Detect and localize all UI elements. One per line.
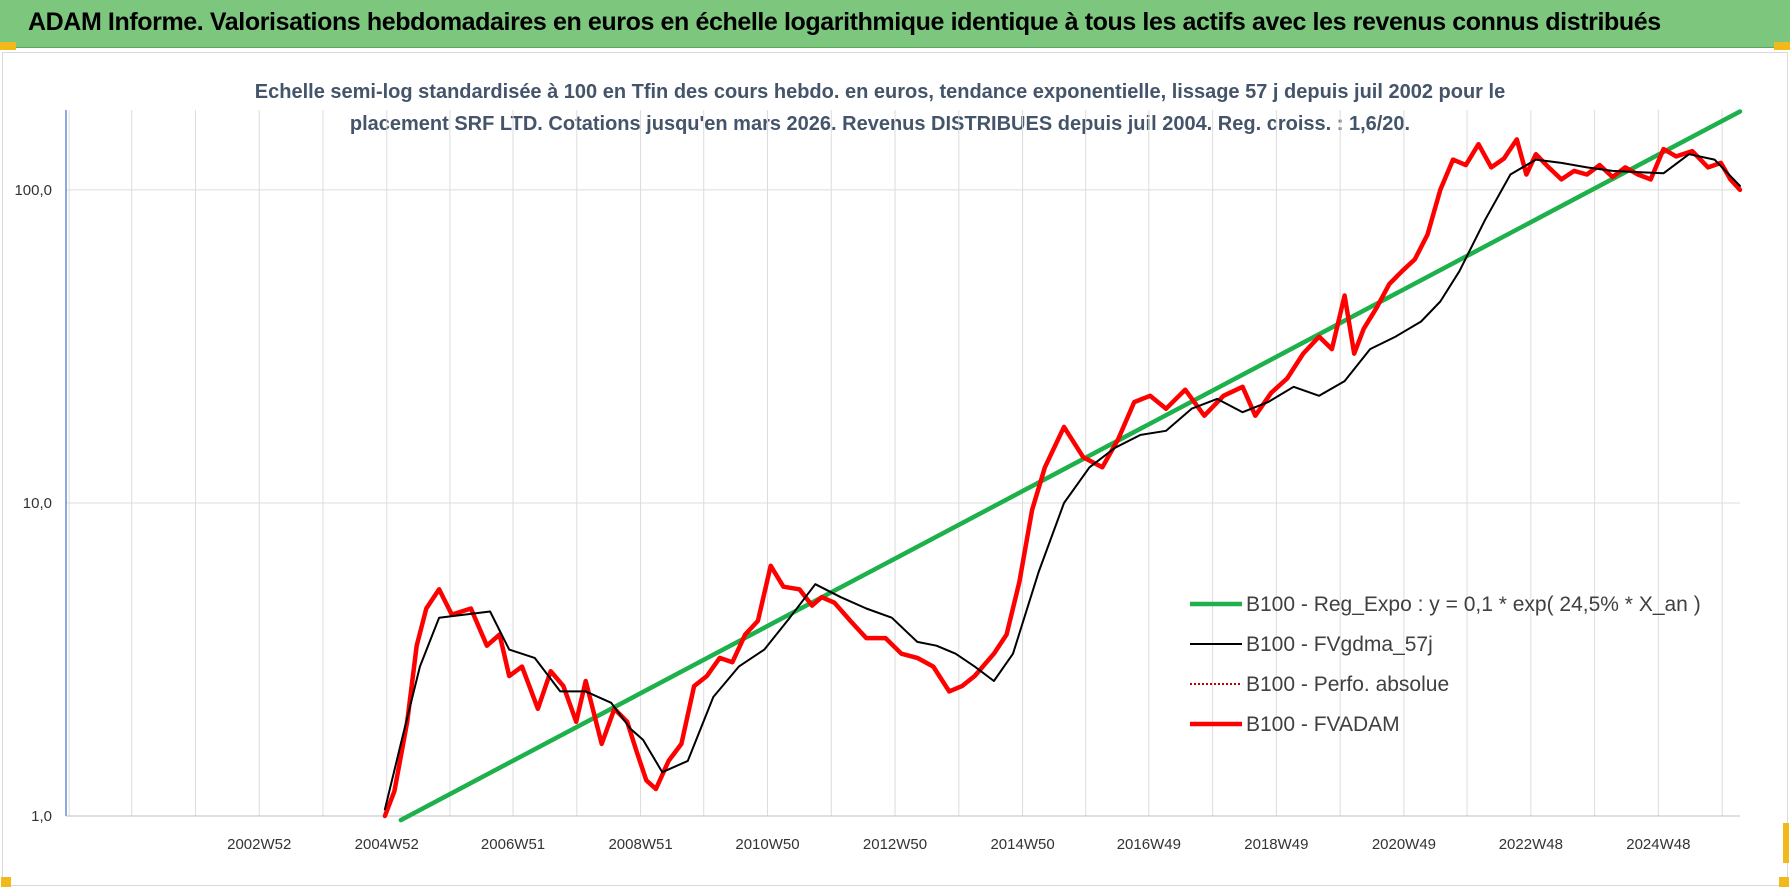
series-line-1 [383,153,1741,811]
x-tick-label: 2024W48 [1626,836,1690,853]
chart-subtitle: Echelle semi-log standardisée à 100 en T… [200,76,1560,140]
series-line-0 [398,109,1743,823]
chart-subtitle-line-2: placement SRF LTD. Cotations jusqu'en ma… [349,113,1411,135]
legend-label-0: B100 - Reg_Expo : y = 0,1 * exp( 24,5% *… [1246,593,1701,616]
legend-label-3: B100 - FVADAM [1246,713,1400,736]
corner-marker-bottom-right [1779,877,1789,887]
corner-marker-right-edge [1783,823,1789,863]
x-tick-label: 2008W51 [608,836,672,853]
chart-subtitle-line-1: Echelle semi-log standardisée à 100 en T… [254,81,1506,103]
axes: 1,0 10,0 100,0 2002W52 2004W52 2006W51 2008W51… [14,110,1740,853]
y-tick-label: 1,0 [31,808,52,825]
page-title: ADAM Informe. Valorisations hebdomadaire… [28,8,1661,36]
legend-label-1: B100 - FVgdma_57j [1246,633,1433,656]
y-tick-label: 10,0 [23,495,52,512]
legend: B100 - Reg_Expo : y = 0,1 * exp( 24,5% *… [1190,593,1701,736]
series-layer [382,109,1743,823]
x-tick-label: 2020W49 [1372,836,1436,853]
gridlines [66,110,1740,817]
x-tick-label: 2012W50 [863,836,927,853]
x-tick-label: 2018W49 [1244,836,1308,853]
x-tick-label: 2002W52 [227,836,291,853]
title-bar: ADAM Informe. Valorisations hebdomadaire… [0,0,1790,50]
x-tick-label: 2006W51 [481,836,545,853]
x-tick-label: 2004W52 [355,836,419,853]
x-tick-label: 2022W48 [1499,836,1563,853]
corner-marker-left [0,42,16,50]
x-tick-label: 2014W50 [990,836,1054,853]
chart-frame [1,52,1789,887]
y-tick-label: 100,0 [14,182,52,199]
series-line-3 [382,137,1743,819]
x-tick-label: 2016W49 [1117,836,1181,853]
corner-marker-bottom-left [1,877,11,887]
x-tick-label: 2010W50 [735,836,799,853]
legend-label-2: B100 - Perfo. absolue [1246,673,1449,696]
corner-marker-right [1774,42,1790,50]
